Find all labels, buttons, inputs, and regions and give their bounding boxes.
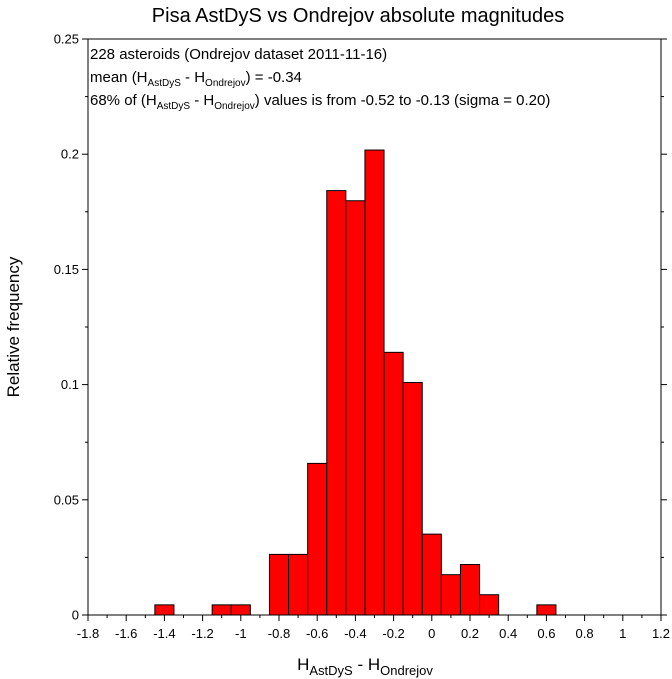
annotation-mean-mid: - H: [181, 69, 205, 86]
x-tick-label: -1.6: [115, 626, 137, 641]
x-tick-label: 1: [619, 626, 626, 641]
histogram-bar: [307, 462, 328, 616]
x-tick-label: 0.6: [537, 626, 555, 641]
histogram-bar: [268, 553, 290, 616]
histogram-bar: [154, 604, 175, 616]
annotation-block: 228 asteroids (Ondrejov dataset 2011-11-…: [90, 46, 550, 112]
x-axis-label-sub2: Ondrejov: [380, 663, 433, 678]
x-tick-label: -1.2: [191, 626, 213, 641]
annotation-mean-post: ) = -0.34: [246, 69, 302, 86]
y-tick-label: 0.1: [61, 377, 79, 392]
bars-group: [154, 149, 557, 616]
x-tick-label: 0.8: [576, 626, 594, 641]
histogram-bar: [479, 594, 500, 616]
annotation-sigma-pre: 68% of (H: [90, 92, 157, 109]
annotation-mean-sub2: Ondrejov: [205, 78, 246, 89]
y-axis-label: Relative frequency: [4, 256, 23, 397]
y-tick-label: 0.15: [54, 262, 79, 277]
histogram-bar: [536, 604, 557, 616]
x-axis-label-main: H: [297, 655, 309, 674]
x-tick-label: -0.2: [382, 626, 404, 641]
x-tick-label: -1: [235, 626, 247, 641]
annotation-sigma-sub2: Ondrejov: [214, 101, 255, 112]
histogram-bar: [440, 574, 461, 616]
x-tick-label: 0.4: [499, 626, 517, 641]
x-tick-label: -0.8: [268, 626, 290, 641]
x-tick-label: -1.4: [153, 626, 175, 641]
histogram-bar: [211, 604, 232, 616]
annotation-sigma: 68% of (HAstDyS - HOndrejov) values is f…: [90, 92, 550, 112]
x-tick-label: -0.6: [306, 626, 328, 641]
histogram-bar: [421, 533, 442, 616]
annotation-mean: mean (HAstDyS - HOndrejov) = -0.34: [90, 69, 302, 89]
annotation-mean-pre: mean (H: [90, 69, 148, 86]
x-tick-label: -0.4: [344, 626, 366, 641]
y-tick-label: 0.2: [61, 147, 79, 162]
x-tick-label: 0: [428, 626, 435, 641]
x-tick-label: 1.2: [652, 626, 670, 641]
histogram-bar: [402, 382, 423, 616]
chart-title: Pisa AstDyS vs Ondrejov absolute magnitu…: [152, 5, 564, 27]
y-tick-label: 0: [72, 608, 79, 623]
plot-frame: [87, 38, 662, 616]
histogram-bar: [383, 351, 404, 616]
histogram-bar: [459, 564, 481, 616]
annotation-asteroid-count: 228 asteroids (Ondrejov dataset 2011-11-…: [90, 46, 387, 63]
annotation-sigma-mid: - H: [190, 92, 214, 109]
histogram-bar: [230, 604, 251, 616]
x-tick-label: 0.2: [461, 626, 479, 641]
x-axis-label-sub1: AstDyS: [309, 663, 353, 678]
y-tick-label: 0.05: [54, 492, 79, 507]
histogram-bar: [288, 553, 309, 616]
histogram-bar: [364, 149, 385, 616]
annotation-sigma-sub1: AstDyS: [157, 101, 191, 112]
axis-ticks: -1.8 -1.6 -1.4 -1.2 -1 -0.8 -0.6 -0.4 -0.2 0 0.2 0.…: [54, 32, 670, 642]
histogram-bar: [345, 200, 366, 616]
x-axis-label-mid: - H: [353, 655, 380, 674]
annotation-mean-sub1: AstDyS: [148, 78, 182, 89]
x-tick-label: -1.8: [77, 626, 99, 641]
histogram-bar: [326, 190, 347, 616]
x-axis-label: HAstDyS - HOndrejov: [297, 655, 433, 678]
y-tick-label: 0.25: [54, 32, 79, 47]
annotation-sigma-post: ) values is from -0.52 to -0.13 (sigma =…: [255, 92, 551, 109]
